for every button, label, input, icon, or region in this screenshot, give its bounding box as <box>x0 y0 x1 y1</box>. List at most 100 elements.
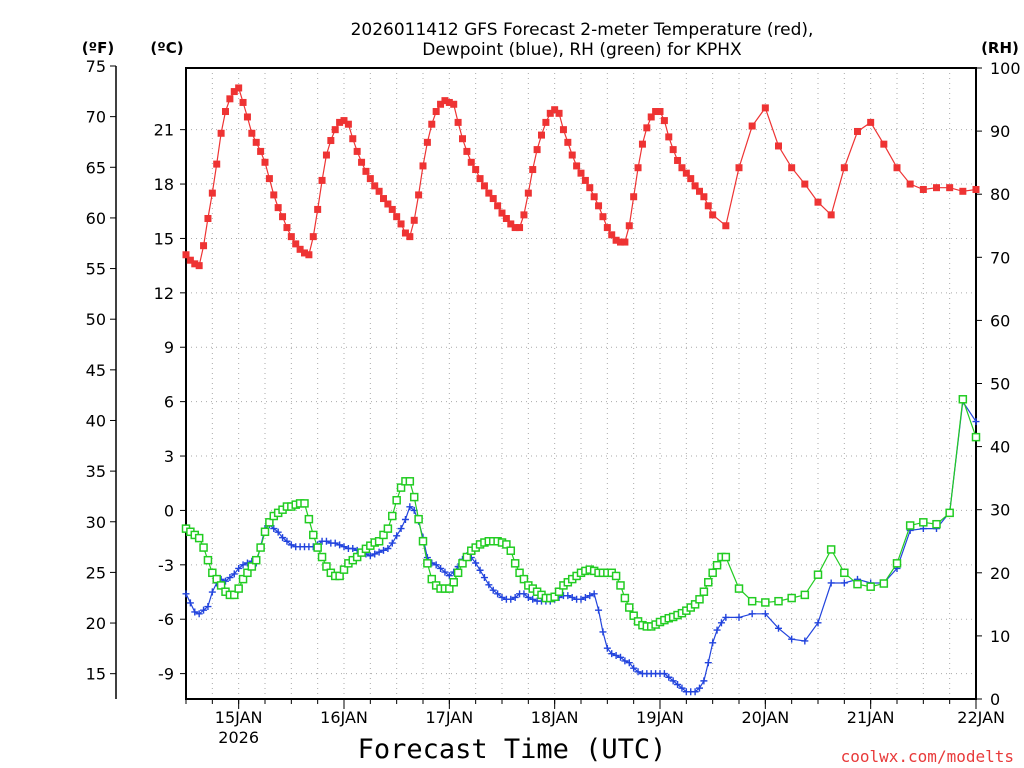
temperature-point <box>393 213 401 221</box>
dewpoint-point <box>371 550 379 558</box>
temperature-point <box>309 233 317 241</box>
temperature-point <box>577 169 585 177</box>
dewpoint-point <box>331 539 339 547</box>
temperature-point <box>590 193 598 201</box>
dewpoint-point <box>581 593 589 601</box>
temperature-point <box>516 224 524 232</box>
temperature-point <box>401 229 409 237</box>
temperature-point <box>208 189 216 197</box>
temperature-point <box>397 220 405 228</box>
temperature-point <box>252 138 260 146</box>
dewpoint-point <box>485 581 493 589</box>
temperature-point <box>423 138 431 146</box>
dewpoint-point <box>406 503 414 511</box>
rh-point <box>243 568 252 578</box>
dewpoint-point <box>489 586 497 594</box>
dewpoint-point <box>665 673 673 681</box>
rh-point <box>945 508 954 518</box>
temperature-point <box>243 113 251 121</box>
dewpoint-point <box>524 593 532 601</box>
rh-point <box>695 595 704 604</box>
rh-point <box>919 518 928 527</box>
temperature-point <box>301 249 308 257</box>
temperature-point <box>612 236 620 244</box>
dewpoint-point <box>568 593 576 601</box>
temperature-point <box>827 211 835 219</box>
dewpoint-point <box>717 619 725 627</box>
temperature-point <box>441 97 449 105</box>
dewpoint-point <box>621 657 629 665</box>
temperature-point <box>314 205 322 213</box>
temperature-point <box>959 187 967 195</box>
dewpoint-point <box>270 525 278 533</box>
temperature-point <box>524 189 532 197</box>
temperature-point <box>722 222 730 230</box>
temperature-point <box>384 200 392 208</box>
temperature-point <box>656 108 664 116</box>
x-tick-label: 15JAN <box>215 708 263 727</box>
fahrenheit-tick-label: 25 <box>86 563 106 582</box>
rh-point <box>515 568 524 578</box>
rh-point <box>212 574 221 584</box>
temperature-point <box>520 211 528 219</box>
temperature-point <box>867 118 875 126</box>
dewpoint-point <box>388 539 396 547</box>
dewpoint-point <box>472 559 480 567</box>
temperature-point <box>261 158 269 166</box>
dewpoint-point <box>200 606 208 614</box>
temperature-point <box>788 164 796 172</box>
dewpoint-point <box>239 561 247 569</box>
temperature-point <box>410 216 418 224</box>
rh-tick-label: 80 <box>990 185 1010 204</box>
fahrenheit-tick-label: 70 <box>86 108 106 127</box>
dewpoint-point <box>287 541 295 549</box>
temperature-point <box>507 220 515 228</box>
temperature-point <box>801 180 809 188</box>
temperature-point <box>437 100 445 108</box>
rh-point <box>892 559 902 568</box>
chart-title-line-2: Dewpoint (blue), RH (green) for KPHX <box>422 40 742 60</box>
temperature-point <box>318 176 326 184</box>
temperature-point <box>893 164 901 172</box>
fahrenheit-tick-label: 30 <box>86 513 106 532</box>
temperature-point <box>880 140 888 148</box>
rh-tick-label: 20 <box>990 564 1010 583</box>
temperature-point <box>691 182 699 190</box>
rh-point <box>251 555 261 565</box>
temperature-point <box>406 233 414 241</box>
rh-point <box>230 590 239 600</box>
temperature-point <box>353 147 361 155</box>
rh-point <box>194 533 204 543</box>
rh-point <box>506 546 516 555</box>
temperature-point <box>608 231 616 239</box>
dewpoint-point <box>186 599 194 607</box>
temperature-point <box>630 193 638 201</box>
dewpoint-point <box>397 525 405 533</box>
fahrenheit-tick-label: 75 <box>86 57 106 76</box>
rh-point <box>449 578 458 587</box>
rh-point <box>260 527 270 537</box>
rh-point <box>414 514 423 524</box>
fahrenheit-tick-label: 20 <box>86 614 106 633</box>
temperature-point <box>200 242 208 250</box>
rh-point <box>304 514 314 524</box>
rh-point <box>216 581 226 590</box>
rh-point <box>611 571 621 581</box>
rh-point <box>409 492 419 502</box>
temperature-point <box>257 147 265 155</box>
x-tick-sublabel: 2026 <box>218 728 259 747</box>
temperature-point <box>643 124 651 132</box>
dewpoint-point <box>814 619 822 627</box>
temperature-point <box>182 251 190 259</box>
dewpoint-point <box>529 595 537 603</box>
x-tick-label: 16JAN <box>320 708 368 727</box>
temperature-point <box>186 256 194 264</box>
dewpoint-point <box>599 628 607 636</box>
dewpoint-point <box>748 610 756 618</box>
rh-point <box>458 559 467 568</box>
dewpoint-point <box>586 592 594 600</box>
temperature-point <box>814 198 822 206</box>
temperature-point <box>371 182 379 190</box>
dewpoint-point <box>608 650 616 658</box>
temperature-point <box>415 191 423 199</box>
